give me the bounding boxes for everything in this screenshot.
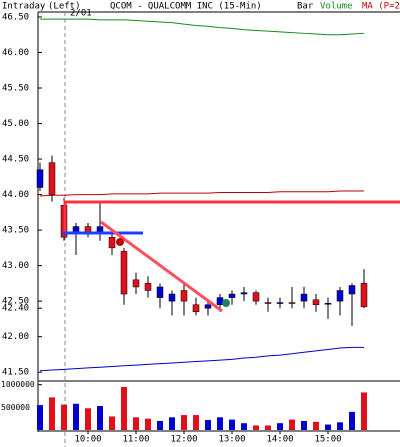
candle-body (264, 302, 272, 304)
x-tick-label: 11:00 (122, 435, 149, 445)
candle-body (204, 304, 212, 309)
candle-body (276, 302, 284, 304)
y-tick-label: 42.50 (2, 297, 29, 307)
candle-body (348, 285, 356, 295)
volume-bar (97, 406, 103, 430)
plot: 46.50 46.00 45.50 45.00 44.50 44.00 43.50 43.00… (1, 12, 368, 445)
candle-body (360, 283, 368, 308)
candle-body (180, 290, 188, 302)
volume-bar (313, 421, 319, 430)
indicator-line (39, 346, 364, 372)
y-tick-label: 43.50 (2, 226, 29, 236)
candle-body (120, 251, 128, 295)
candle-body (288, 302, 296, 304)
ma-label: MA (P=20 (362, 2, 400, 12)
y-tick-label: 45.50 (2, 84, 29, 94)
candle-body (228, 293, 236, 298)
volume-bar (109, 416, 115, 430)
x-tick-label: 12:00 (170, 435, 197, 445)
candle-body (252, 292, 260, 302)
volume-bar (349, 411, 355, 430)
y-tick-label: 42.00 (2, 332, 29, 342)
indicator-line (39, 190, 364, 197)
candle-body (168, 293, 176, 302)
volume-bar (217, 417, 223, 430)
candle-body (132, 279, 140, 288)
symbol: QCOM - QUALCOMM INC (15-Min) (110, 2, 262, 12)
trend-end (222, 299, 230, 307)
volume-bar (289, 419, 295, 430)
volume-tick-label: 1000000 (1, 380, 35, 389)
volume-bar (193, 415, 199, 430)
volume-bar (265, 425, 271, 430)
volume-bar (205, 420, 211, 430)
volume-bar (73, 403, 79, 430)
volume-bar (325, 424, 331, 430)
volume-bar (37, 405, 43, 430)
mode: Intraday (2, 2, 46, 12)
candle-body (324, 303, 332, 305)
y-tick-label: 44.50 (2, 155, 29, 165)
y-tick-label: 44.00 (2, 190, 29, 200)
candle-body (336, 290, 344, 302)
level-annotation (63, 200, 400, 232)
trend-annotation (100, 220, 223, 313)
candle-body (240, 292, 248, 295)
trend-start (116, 238, 124, 246)
bar-label: Bar (297, 2, 314, 12)
indicator-line (40, 18, 365, 36)
y-tick-label: 45.00 (2, 119, 29, 129)
y-tick-label: 42.40 (2, 304, 29, 314)
volume-bar (145, 418, 151, 430)
y-tick-label: 46.00 (2, 48, 29, 58)
volume-tick-label: 500000 (1, 403, 30, 412)
volume-bar (49, 397, 55, 430)
volume-bar (361, 392, 367, 430)
volume-bar (85, 408, 91, 430)
x-tick-label: 15:00 (314, 435, 341, 445)
volume-bar (157, 420, 163, 430)
candle-body (300, 293, 308, 302)
side: (Left) (48, 2, 81, 12)
volume-bar (301, 420, 307, 430)
x-tick-label: 14:00 (266, 435, 293, 445)
volume-bar (277, 423, 283, 430)
candle-body (48, 162, 56, 195)
volume-bar (61, 404, 67, 430)
candle-body (156, 286, 164, 298)
x-tick-label: 10:00 (74, 435, 101, 445)
y-tick-label: 46.50 (2, 12, 29, 22)
candle-body (144, 283, 152, 291)
volume-bar (181, 415, 187, 430)
candle-body (192, 304, 200, 313)
y-tick-label: 43.00 (2, 261, 29, 271)
volume-bar (121, 386, 127, 430)
date-label: 2/01 (70, 9, 92, 19)
candle-body (108, 236, 116, 249)
volume-label: Volume (320, 2, 353, 12)
y-tick-label: 41.50 (2, 368, 29, 378)
volume-bar (133, 417, 139, 430)
volume-bar (169, 417, 175, 430)
candle-body (36, 169, 44, 188)
candle-body (312, 299, 320, 305)
volume-bar (241, 423, 247, 430)
volume-bar (229, 419, 235, 430)
volume-bar (253, 425, 259, 430)
x-tick-label: 13:00 (218, 435, 245, 445)
volume-bar (337, 422, 343, 430)
